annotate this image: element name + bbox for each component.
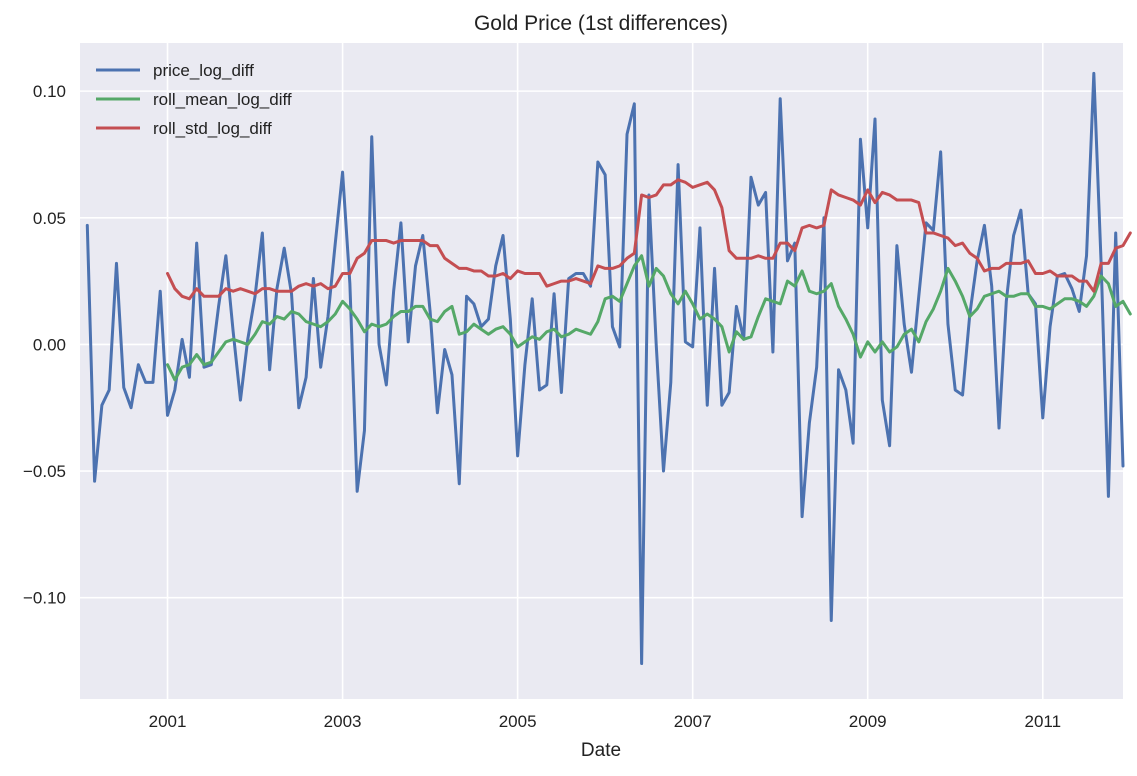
y-tick-label: 0.10 (33, 82, 66, 101)
grid-lines (80, 43, 1123, 699)
y-tick-label: −0.05 (23, 462, 66, 481)
series-roll-std-log-diff (166, 178, 1132, 301)
x-tick-label: 2007 (674, 712, 712, 731)
x-tick-label: 2011 (1024, 712, 1061, 731)
chart-title: Gold Price (1st differences) (474, 12, 728, 35)
legend-label: roll_mean_log_diff (153, 90, 292, 109)
x-tick-label: 2009 (849, 712, 887, 731)
y-tick-label: 0.00 (33, 335, 66, 354)
y-tick-label: 0.05 (33, 209, 66, 228)
x-tick-label: 2001 (149, 712, 187, 731)
series-roll-mean-log-diff (166, 254, 1132, 382)
legend: price_log_diff roll_mean_log_diff roll_std… (96, 61, 292, 138)
plot-background (80, 43, 1123, 699)
y-axis-ticks: −0.10 −0.05 0.00 0.05 0.10 (23, 82, 66, 608)
legend-label: roll_std_log_diff (153, 119, 272, 138)
legend-label: price_log_diff (153, 61, 254, 80)
x-axis-label: Date (581, 740, 621, 761)
y-tick-label: −0.10 (23, 589, 66, 608)
series-layer (85, 71, 1132, 666)
x-axis-ticks: 2001 2003 2005 2007 2009 2011 (149, 712, 1061, 731)
series-price-log-diff (85, 71, 1125, 666)
x-tick-label: 2003 (324, 712, 362, 731)
x-tick-label: 2005 (499, 712, 537, 731)
